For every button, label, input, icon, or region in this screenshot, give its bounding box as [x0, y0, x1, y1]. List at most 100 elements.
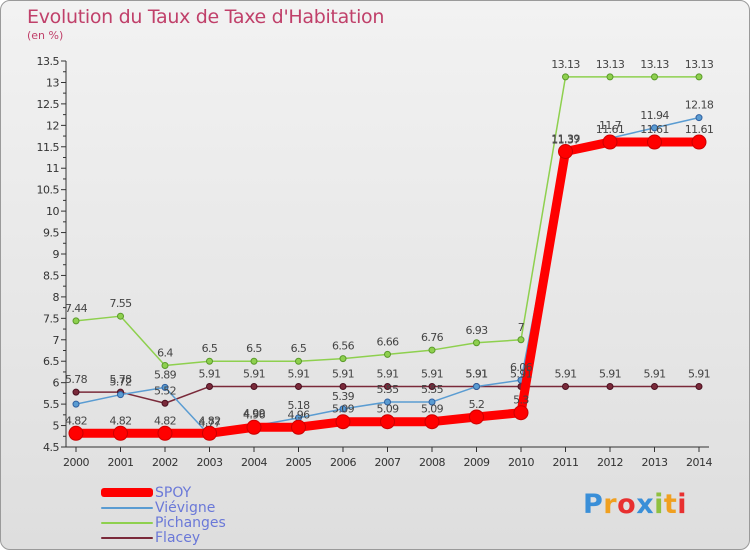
data-point — [473, 383, 480, 391]
legend-swatch — [101, 488, 153, 497]
y-tick-label: 5.5 — [43, 398, 59, 411]
y-tick-label: 13.5 — [37, 55, 60, 68]
data-label: 7.44 — [65, 302, 88, 315]
x-tick-label: 2009 — [464, 456, 490, 469]
data-point — [291, 419, 306, 435]
data-point — [161, 362, 169, 370]
logo-letter: P — [583, 489, 604, 520]
y-tick-label: 8 — [53, 291, 60, 304]
chart-title: Evolution du Taux de Taxe d'Habitation — [27, 6, 385, 28]
data-point — [651, 73, 658, 81]
data-label: 13.13 — [596, 58, 625, 71]
legend-label: SPOY — [155, 484, 192, 501]
legend-label: Viévigne — [155, 499, 216, 516]
data-label: 5.91 — [688, 368, 710, 381]
data-point — [339, 355, 347, 363]
data-label: 11.61 — [685, 123, 714, 136]
data-point — [72, 400, 80, 408]
data-label: 5.91 — [554, 368, 576, 381]
proxiti-logo: Proxiti — [583, 489, 687, 520]
y-tick-label: 12 — [46, 119, 59, 132]
data-point — [428, 398, 436, 406]
data-label: 13.13 — [685, 58, 714, 71]
data-label: 6.56 — [332, 340, 355, 353]
x-tick-label: 2011 — [553, 456, 579, 469]
x-tick-label: 2010 — [508, 456, 534, 469]
data-label: 6.5 — [246, 342, 262, 355]
x-tick-label: 2014 — [686, 456, 712, 469]
data-label: 5.91 — [643, 368, 665, 381]
data-point — [117, 312, 124, 320]
data-point — [695, 73, 703, 81]
legend-label: Flacey — [155, 529, 201, 546]
x-tick-label: 2007 — [375, 456, 401, 469]
data-point — [250, 357, 258, 365]
data-point — [380, 414, 395, 430]
y-tick-label: 11.5 — [37, 141, 60, 154]
x-tick-label: 2005 — [286, 456, 312, 469]
data-label: 5.91 — [599, 368, 621, 381]
data-point — [202, 425, 217, 441]
data-label: 5.3 — [513, 394, 529, 407]
data-point — [117, 391, 124, 399]
data-label: 5.09 — [332, 403, 355, 416]
data-point — [428, 383, 436, 391]
data-point — [384, 383, 391, 391]
data-point — [246, 419, 262, 435]
data-point — [558, 143, 573, 159]
data-point — [473, 339, 480, 347]
data-point — [691, 134, 707, 150]
data-point — [695, 114, 703, 122]
data-point — [161, 383, 169, 391]
data-label: 4.99 — [243, 407, 266, 420]
data-label: 6.5 — [291, 342, 307, 355]
data-point — [339, 405, 347, 413]
data-point — [72, 317, 80, 325]
legend-item: Flacey — [101, 529, 226, 546]
data-label: 5.91 — [198, 368, 220, 381]
y-tick-label: 5 — [53, 420, 60, 433]
y-tick-label: 10.5 — [37, 184, 60, 197]
data-point — [606, 383, 614, 391]
data-label: 13.13 — [640, 58, 669, 71]
x-tick-label: 2008 — [419, 456, 445, 469]
data-point — [335, 414, 351, 430]
data-label: 6.93 — [465, 324, 488, 337]
data-point — [651, 383, 658, 391]
y-tick-label: 9 — [53, 248, 60, 261]
data-label: 4.96 — [243, 408, 266, 421]
legend-swatch — [101, 506, 153, 509]
y-tick-label: 6 — [53, 377, 60, 390]
x-tick-label: 2012 — [597, 456, 623, 469]
data-point — [157, 425, 173, 441]
data-label: 5.91 — [421, 368, 443, 381]
data-label: 5.52 — [154, 384, 176, 397]
data-label: 5.39 — [332, 390, 355, 403]
data-label: 4.82 — [154, 414, 176, 427]
data-point — [384, 350, 391, 358]
data-point — [428, 346, 436, 354]
x-tick-label: 2002 — [152, 456, 178, 469]
data-point — [206, 357, 213, 365]
legend-swatch — [101, 521, 153, 524]
x-tick-label: 2013 — [642, 456, 668, 469]
data-label: 5.89 — [154, 368, 177, 381]
data-point — [513, 405, 529, 421]
data-point — [113, 425, 128, 441]
data-label: 5.09 — [421, 403, 444, 416]
data-label: 5.09 — [376, 403, 399, 416]
y-tick-label: 9.5 — [43, 227, 59, 240]
data-label: 5.18 — [287, 399, 310, 412]
data-label: 5.78 — [65, 373, 88, 386]
data-point — [695, 383, 703, 391]
data-label: 4.82 — [65, 414, 87, 427]
data-point — [469, 409, 484, 425]
logo-letter: t — [663, 489, 678, 520]
data-label: 11.37 — [551, 133, 580, 146]
data-point — [651, 124, 658, 132]
data-point — [161, 399, 169, 407]
data-label: 5.91 — [510, 368, 532, 381]
logo-letter: i — [654, 489, 664, 520]
data-point — [250, 383, 258, 391]
